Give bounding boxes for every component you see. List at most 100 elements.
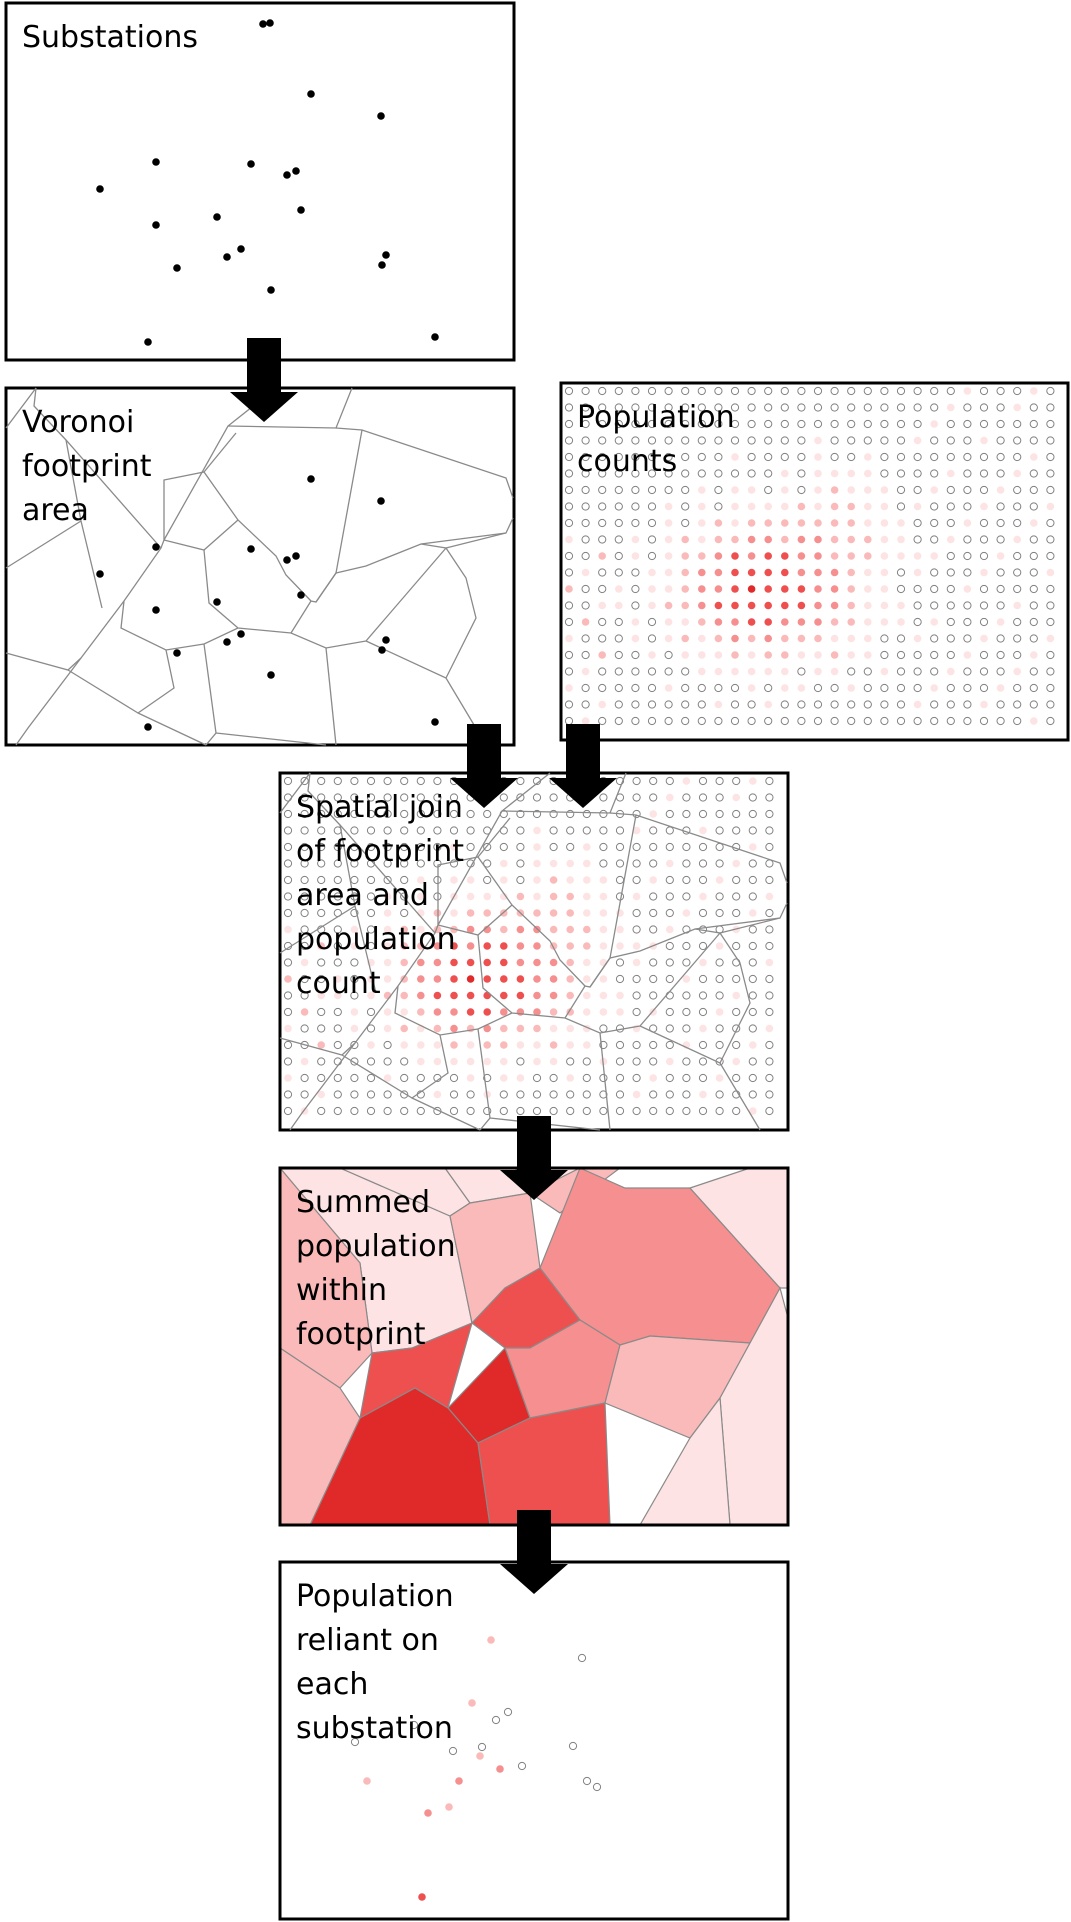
population-cell <box>681 535 689 544</box>
population-cell <box>581 502 590 511</box>
population-cell <box>500 892 508 901</box>
population-cell <box>599 1090 608 1099</box>
population-cell <box>913 568 922 577</box>
reliant-dot <box>491 1715 501 1725</box>
population-cell <box>780 386 789 396</box>
population-cell <box>847 568 855 577</box>
population-cell <box>731 502 739 511</box>
population-cell <box>765 1090 774 1099</box>
population-cell <box>748 875 757 885</box>
population-cell <box>647 551 657 561</box>
population-cell <box>614 683 623 693</box>
population-cell <box>417 892 425 901</box>
population-cell <box>483 875 492 885</box>
population-cell <box>747 436 756 445</box>
population-cell <box>433 975 442 983</box>
population-cell <box>681 452 690 462</box>
population-cell <box>781 519 789 527</box>
population-cell <box>614 568 623 577</box>
voronoi-edge <box>335 429 507 574</box>
population-cell <box>566 876 574 884</box>
population-cell <box>350 1073 359 1083</box>
population-cell <box>632 958 641 967</box>
population-cell <box>283 1040 293 1050</box>
population-cell <box>631 667 640 676</box>
population-cell <box>483 842 492 852</box>
population-cell <box>896 436 906 445</box>
population-cell <box>813 386 823 396</box>
population-cell <box>946 584 955 594</box>
population-cell <box>366 1007 376 1017</box>
population-cell <box>649 810 657 818</box>
population-cell <box>664 502 673 511</box>
substation-dot <box>152 221 160 229</box>
population-cell <box>283 842 293 852</box>
population-cell <box>366 793 376 802</box>
population-cell <box>731 667 739 676</box>
population-cell <box>350 842 359 852</box>
population-cell <box>814 667 822 676</box>
population-cell <box>863 667 872 676</box>
population-cell <box>946 502 955 511</box>
population-cell <box>350 1040 359 1050</box>
population-cell <box>317 875 326 885</box>
population-cell <box>714 585 723 593</box>
population-cell <box>765 1106 774 1116</box>
population-cell <box>963 700 972 709</box>
population-cell <box>732 793 740 802</box>
population-cell <box>433 809 442 819</box>
population-cell <box>583 942 591 950</box>
population-cell <box>483 975 491 983</box>
population-cell <box>614 485 623 495</box>
population-cell <box>649 1106 658 1116</box>
population-cell <box>913 518 922 528</box>
population-cell <box>730 716 740 726</box>
population-cell <box>1029 469 1038 478</box>
population-cell <box>664 386 673 396</box>
reliant-dot <box>568 1741 578 1751</box>
down-arrow-icon <box>500 1510 568 1594</box>
population-cell <box>564 650 574 660</box>
population-cell <box>681 485 690 495</box>
population-cell <box>549 1090 558 1099</box>
population-cell <box>317 1041 325 1049</box>
population-cell <box>963 601 972 610</box>
population-cell <box>533 909 541 917</box>
population-cell <box>896 386 906 396</box>
population-cell <box>350 1024 359 1033</box>
population-cell <box>433 793 442 802</box>
population-cell <box>631 485 640 495</box>
population-cell <box>996 667 1005 676</box>
population-cell <box>714 502 723 511</box>
population-cell <box>366 1073 376 1083</box>
population-cell <box>283 958 293 967</box>
population-cell <box>963 585 972 593</box>
population-cell <box>564 502 574 511</box>
population-cell <box>996 552 1005 560</box>
population-cell <box>930 436 939 445</box>
label-line: Spatial join <box>296 790 463 825</box>
population-cell <box>500 876 508 884</box>
population-cell <box>483 991 491 1000</box>
population-cell <box>682 892 691 901</box>
population-cell <box>581 469 590 478</box>
population-cell <box>880 618 889 626</box>
population-cell <box>963 716 972 726</box>
population-cell <box>583 1041 591 1049</box>
population-cell <box>615 842 625 852</box>
population-cell <box>350 809 359 819</box>
population-cell <box>747 486 756 494</box>
population-cell <box>1013 716 1022 726</box>
population-cell <box>896 716 906 726</box>
population-cell <box>417 925 425 934</box>
population-cell <box>400 908 409 918</box>
population-cell <box>664 667 673 676</box>
population-cell <box>764 700 772 709</box>
population-cell <box>632 908 641 918</box>
population-cell <box>1013 535 1021 544</box>
voronoi-edge <box>599 1032 611 1131</box>
population-cell <box>913 683 922 693</box>
population-cell <box>830 403 839 412</box>
population-cell <box>549 1106 558 1116</box>
population-cell <box>732 1073 741 1083</box>
